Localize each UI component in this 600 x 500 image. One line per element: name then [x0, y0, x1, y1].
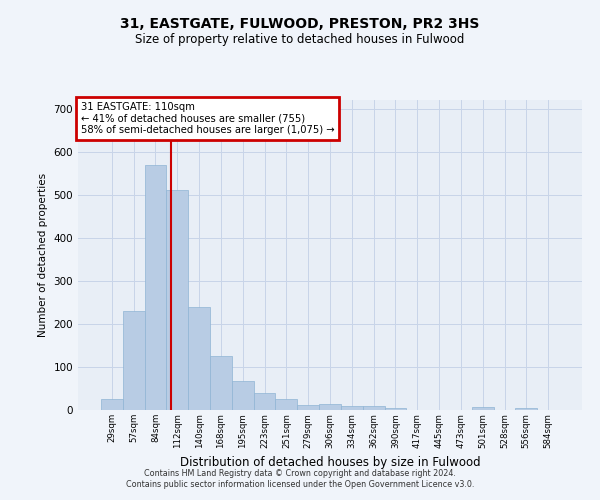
Bar: [275, 399, 297, 410]
Bar: [166, 190, 188, 410]
Y-axis label: Number of detached properties: Number of detached properties: [38, 173, 48, 337]
Text: Contains public sector information licensed under the Open Government Licence v3: Contains public sector information licen…: [126, 480, 474, 489]
Text: 31, EASTGATE, FULWOOD, PRESTON, PR2 3HS: 31, EASTGATE, FULWOOD, PRESTON, PR2 3HS: [121, 18, 479, 32]
Text: Contains HM Land Registry data © Crown copyright and database right 2024.: Contains HM Land Registry data © Crown c…: [144, 468, 456, 477]
Bar: [210, 356, 232, 410]
Bar: [254, 393, 275, 410]
Bar: [341, 406, 363, 410]
Bar: [515, 408, 537, 410]
Bar: [297, 405, 319, 410]
Bar: [123, 311, 145, 410]
Bar: [188, 306, 210, 410]
Bar: [319, 404, 341, 410]
Text: Size of property relative to detached houses in Fulwood: Size of property relative to detached ho…: [136, 32, 464, 46]
Bar: [472, 408, 494, 410]
Text: 31 EASTGATE: 110sqm
← 41% of detached houses are smaller (755)
58% of semi-detac: 31 EASTGATE: 110sqm ← 41% of detached ho…: [80, 102, 334, 134]
Bar: [232, 380, 254, 410]
X-axis label: Distribution of detached houses by size in Fulwood: Distribution of detached houses by size …: [179, 456, 481, 469]
Bar: [101, 399, 123, 410]
Bar: [363, 406, 385, 410]
Bar: [145, 164, 166, 410]
Bar: [385, 408, 406, 410]
